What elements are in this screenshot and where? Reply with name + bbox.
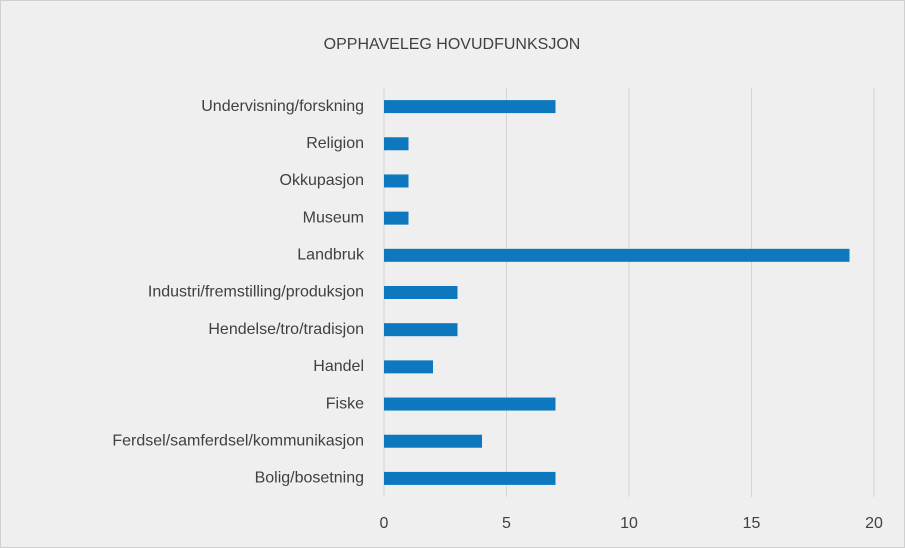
y-tick-label: Fiske [326, 395, 364, 412]
y-tick-label: Religion [306, 135, 364, 152]
bar [384, 323, 458, 337]
y-tick-label: Landbruk [297, 247, 365, 264]
bar [384, 211, 409, 225]
y-tick-label: Ferdsel/samferdsel/kommunikasjon [112, 432, 364, 449]
x-tick-label: 0 [380, 515, 389, 532]
bar [384, 471, 556, 485]
y-tick-label: Handel [313, 358, 364, 375]
y-tick-label: Okkupasjon [280, 172, 365, 189]
x-tick-label: 10 [620, 515, 638, 532]
bar [384, 137, 409, 151]
x-tick-label: 5 [502, 515, 511, 532]
bar [384, 397, 556, 411]
chart-title: OPPHAVELEG HOVUDFUNKSJON [324, 36, 581, 53]
y-tick-label: Hendelse/tro/tradisjon [208, 321, 364, 338]
bar [384, 360, 433, 374]
bar [384, 434, 482, 448]
x-tick-label: 15 [743, 515, 761, 532]
bar [384, 248, 850, 262]
x-tick-label: 20 [865, 515, 883, 532]
bar [384, 174, 409, 188]
y-tick-label: Museum [303, 209, 364, 226]
y-tick-label: Undervisning/forskning [201, 98, 364, 115]
y-tick-label: Industri/fremstilling/produksjon [148, 284, 364, 301]
bar [384, 286, 458, 299]
y-tick-label: Bolig/bosetning [255, 470, 364, 487]
bar [384, 100, 556, 114]
